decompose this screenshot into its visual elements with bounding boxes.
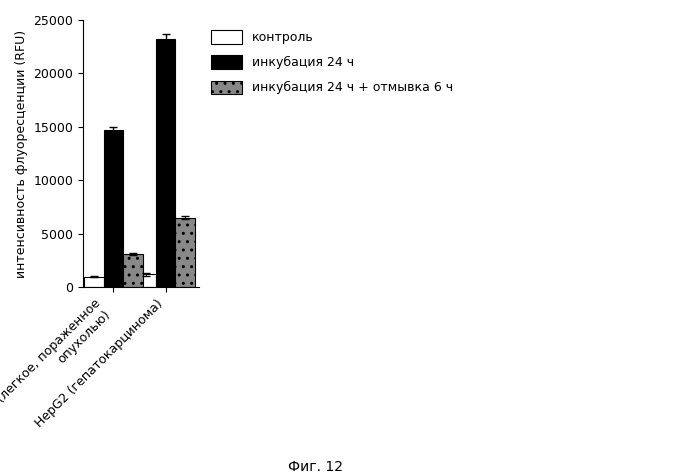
Bar	[123, 254, 143, 288]
Bar	[156, 39, 176, 288]
Bar	[84, 277, 104, 288]
Legend: контроль, инкубация 24 ч, инкубация 24 ч + отмывка 6 ч: контроль, инкубация 24 ч, инкубация 24 ч…	[207, 26, 456, 98]
Text: Фиг. 12: Фиг. 12	[288, 460, 342, 474]
Y-axis label: интенсивность флуоресценции (RFU): интенсивность флуоресценции (RFU)	[15, 30, 28, 278]
Bar	[176, 218, 195, 288]
Bar	[104, 130, 123, 288]
Bar	[136, 275, 156, 288]
